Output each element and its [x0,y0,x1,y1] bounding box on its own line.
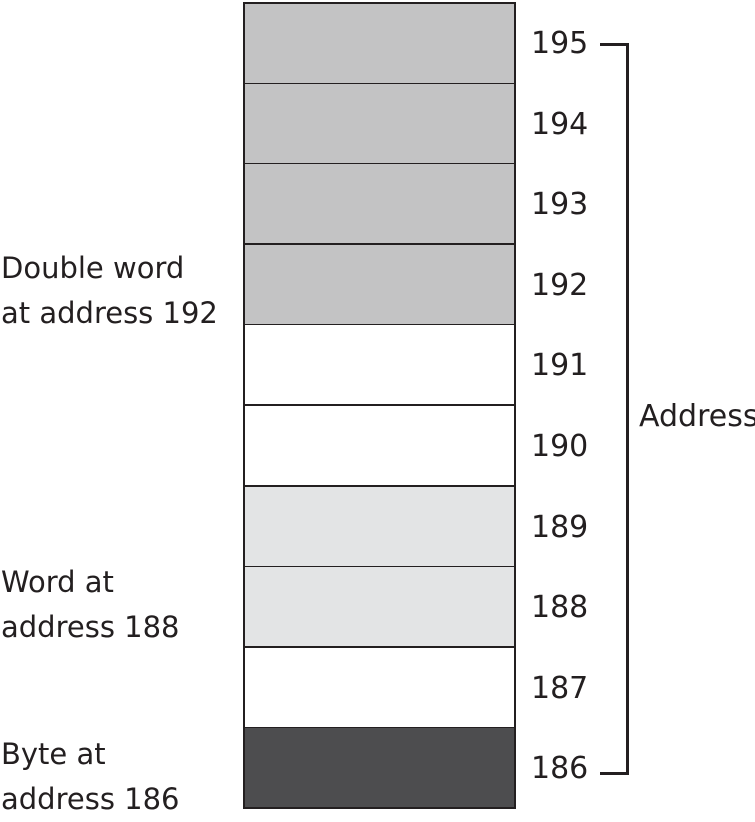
word-label: Word at address 188 [1,560,180,650]
address-label-190: 190 [531,429,589,464]
address-label-191: 191 [531,348,589,383]
memory-cell-187 [243,647,516,729]
address-label-192: 192 [531,268,589,303]
memory-cell-191 [243,324,516,406]
address-label-188: 188 [531,590,589,625]
memory-cell-194 [243,83,516,165]
byte-label: Byte at address 186 [1,732,180,822]
memory-cell-188 [243,566,516,648]
memory-cell-190 [243,405,516,487]
memory-cell-189 [243,486,516,568]
memory-cell-193 [243,163,516,245]
bracket-top-tick [600,43,629,46]
double-word-label-line2: at address 192 [1,296,218,330]
double-word-label: Double word at address 192 [1,246,218,336]
address-label-193: 193 [531,187,589,222]
address-label-186: 186 [531,751,589,786]
address-label-189: 189 [531,510,589,545]
address-bracket [626,44,629,775]
address-axis-label: Address [639,399,755,434]
address-label-195: 195 [531,26,589,61]
memory-cell-192 [243,244,516,326]
memory-cell-186 [243,727,516,809]
memory-cell-195 [243,2,516,85]
address-label-187: 187 [531,671,589,706]
memory-cells [243,2,516,810]
double-word-label-line1: Double word [1,251,185,285]
word-label-line2: address 188 [1,610,180,644]
byte-label-line1: Byte at [1,737,106,771]
word-label-line1: Word at [1,565,114,599]
byte-label-line2: address 186 [1,782,180,816]
address-label-194: 194 [531,107,589,142]
bracket-bottom-tick [600,772,629,775]
